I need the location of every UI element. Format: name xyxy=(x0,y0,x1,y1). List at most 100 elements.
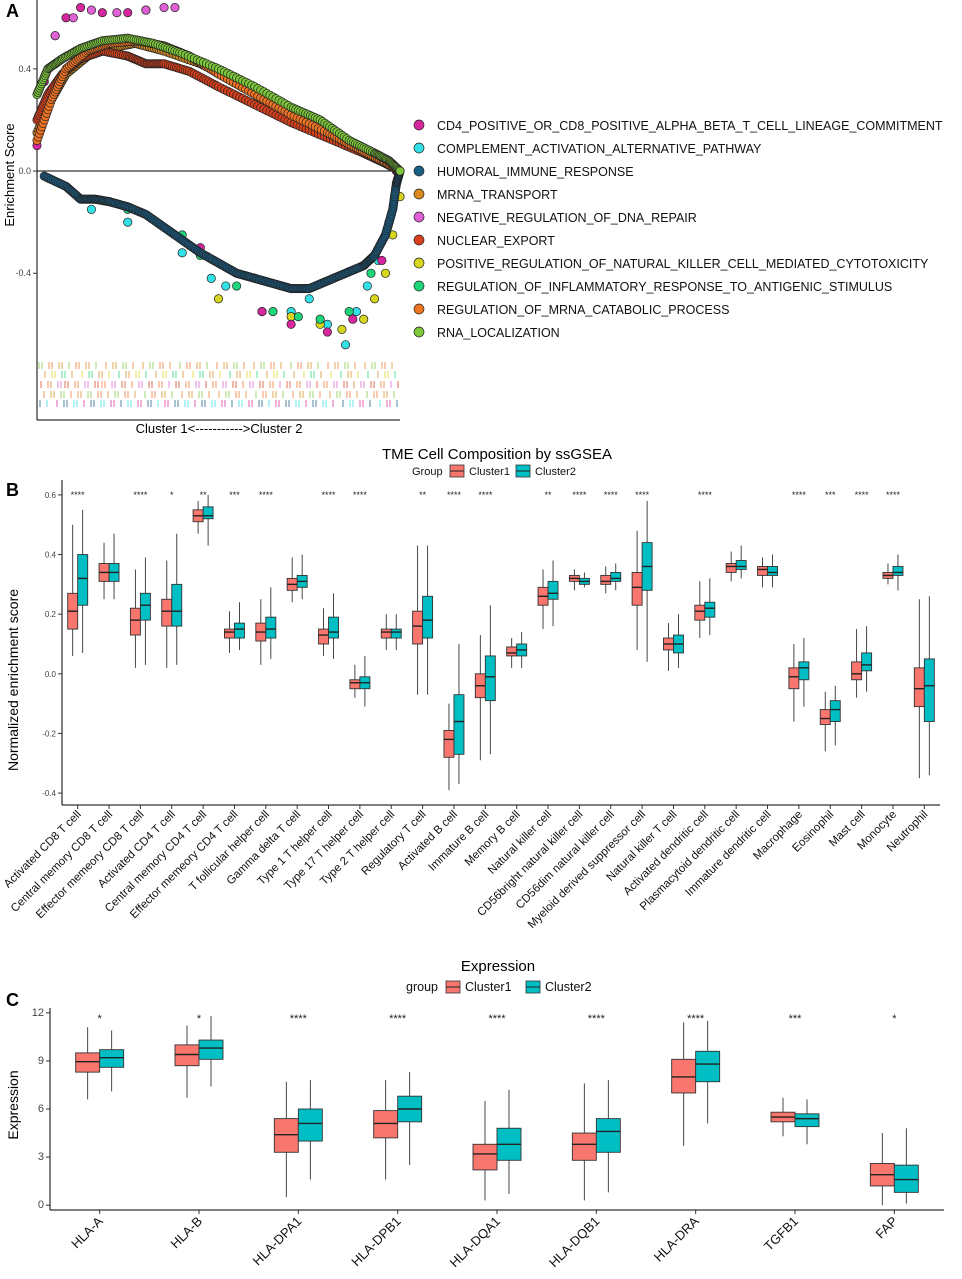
box-cluster2 xyxy=(767,554,778,588)
box-cluster2 xyxy=(794,1099,820,1145)
significance-label: *** xyxy=(229,490,240,500)
box xyxy=(571,1132,597,1161)
series-negative-regulation-of-dna-repair xyxy=(50,3,180,41)
legend-swatch xyxy=(413,303,425,315)
box xyxy=(798,661,810,681)
y-tick-label: 9 xyxy=(38,1055,44,1067)
box xyxy=(390,628,402,639)
box-cluster2 xyxy=(296,554,308,600)
category-natural-killer-cell: **Natural killer cell xyxy=(486,490,559,877)
box-cluster1 xyxy=(537,569,549,630)
data-point xyxy=(359,314,369,324)
significance-label: ** xyxy=(419,490,427,500)
significance-label: **** xyxy=(290,1013,308,1025)
box-cluster2 xyxy=(265,587,277,659)
box xyxy=(129,607,141,636)
data-point xyxy=(206,273,216,283)
y-axis-label: Expression xyxy=(5,1070,21,1139)
category-hla-b: * HLA-B xyxy=(167,1013,224,1251)
box xyxy=(273,1118,299,1153)
legend-label: Cluster1 xyxy=(465,980,512,994)
legend-swatch xyxy=(413,119,425,131)
box-cluster1 xyxy=(851,629,863,698)
box-cluster2 xyxy=(893,1128,919,1204)
data-point xyxy=(221,281,231,291)
y-tick-label: -0.2 xyxy=(42,729,56,738)
legend-item: Cluster1 xyxy=(445,980,512,994)
legend-swatch xyxy=(413,211,425,223)
box-cluster1 xyxy=(224,611,235,653)
box-cluster2 xyxy=(641,500,653,662)
data-point xyxy=(159,3,169,13)
panel-label-b: B xyxy=(6,480,19,500)
box xyxy=(453,694,465,755)
significance-label: * xyxy=(98,1013,103,1025)
chart-title: TME Cell Composition by ssGSEA xyxy=(382,446,612,463)
box-cluster1 xyxy=(273,1081,299,1198)
box xyxy=(851,661,863,681)
legend-item: RNA_LOCALIZATION xyxy=(413,326,560,340)
box-cluster1 xyxy=(286,557,298,603)
significance-label: *** xyxy=(789,1013,803,1025)
significance-label: **** xyxy=(447,490,462,500)
category-hla-dpa1: **** HLA-DPA1 xyxy=(250,1013,323,1268)
data-point xyxy=(86,204,96,214)
legend-swatch xyxy=(413,326,425,338)
box-cluster1 xyxy=(472,1100,498,1201)
box-cluster2 xyxy=(923,596,935,776)
legend-swatch xyxy=(413,142,425,154)
legend-label: NEGATIVE_REGULATION_OF_DNA_REPAIR xyxy=(437,211,697,225)
legend-item: NEGATIVE_REGULATION_OF_DNA_REPAIR xyxy=(413,211,697,225)
legend-label: POSITIVE_REGULATION_OF_NATURAL_KILLER_CE… xyxy=(437,257,929,271)
significance-label: ** xyxy=(200,490,208,500)
box-cluster1 xyxy=(349,664,361,698)
legend-label: REGULATION_OF_INFLAMMATORY_RESPONSE_TO_A… xyxy=(437,280,892,294)
box-cluster1 xyxy=(98,542,110,600)
box-cluster1 xyxy=(255,599,267,665)
box-cluster1 xyxy=(694,581,706,639)
y-tick-label: -0.4 xyxy=(15,268,31,278)
panel-c: C Expression group Cluster1 Cluster2 Expre… xyxy=(0,950,962,1274)
box-cluster1 xyxy=(663,623,674,671)
box xyxy=(861,652,873,672)
category-type-1-t-helper-cell: ****Type 1 T helper cell xyxy=(255,490,339,888)
box-cluster1 xyxy=(913,599,925,779)
data-point xyxy=(76,3,86,13)
box-cluster1 xyxy=(757,557,768,588)
rug-marks xyxy=(38,362,399,407)
box-cluster2 xyxy=(453,643,465,785)
data-point xyxy=(141,5,151,15)
category-hla-a: * HLA-A xyxy=(68,1013,125,1251)
box xyxy=(788,667,800,690)
box xyxy=(77,554,89,606)
data-point xyxy=(232,281,242,291)
data-point xyxy=(170,3,180,13)
y-axis-label: Normalized enrichment score xyxy=(5,589,21,771)
y-tick-label: 0.4 xyxy=(45,551,57,560)
data-point xyxy=(340,340,351,350)
significance-label: * xyxy=(170,490,174,500)
data-point xyxy=(97,8,107,18)
x-tick-label: HLA-DQA1 xyxy=(447,1214,504,1271)
data-point xyxy=(377,255,387,266)
data-point xyxy=(268,307,278,317)
significance-label: **** xyxy=(792,490,807,500)
data-point xyxy=(370,294,380,304)
box-cluster1 xyxy=(506,638,518,668)
legend-item: Cluster2 xyxy=(515,464,576,478)
legend-item: CD4_POSITIVE_OR_CD8_POSITIVE_ALPHA_BETA_… xyxy=(413,119,943,133)
category-activated-cd4-t-cell: *Activated CD4 T cell xyxy=(96,490,183,890)
box xyxy=(161,598,173,627)
significance-label: **** xyxy=(389,1013,407,1025)
box xyxy=(328,616,339,639)
significance-label: **** xyxy=(635,490,650,500)
data-point xyxy=(348,314,358,324)
significance-label: **** xyxy=(478,490,493,500)
box-cluster2 xyxy=(861,626,873,692)
data-point xyxy=(380,268,391,278)
data-point xyxy=(50,31,60,41)
significance-label: **** xyxy=(353,490,368,500)
significance-label: **** xyxy=(698,490,713,500)
legend-swatch xyxy=(413,234,425,246)
legend-swatch xyxy=(413,280,425,292)
